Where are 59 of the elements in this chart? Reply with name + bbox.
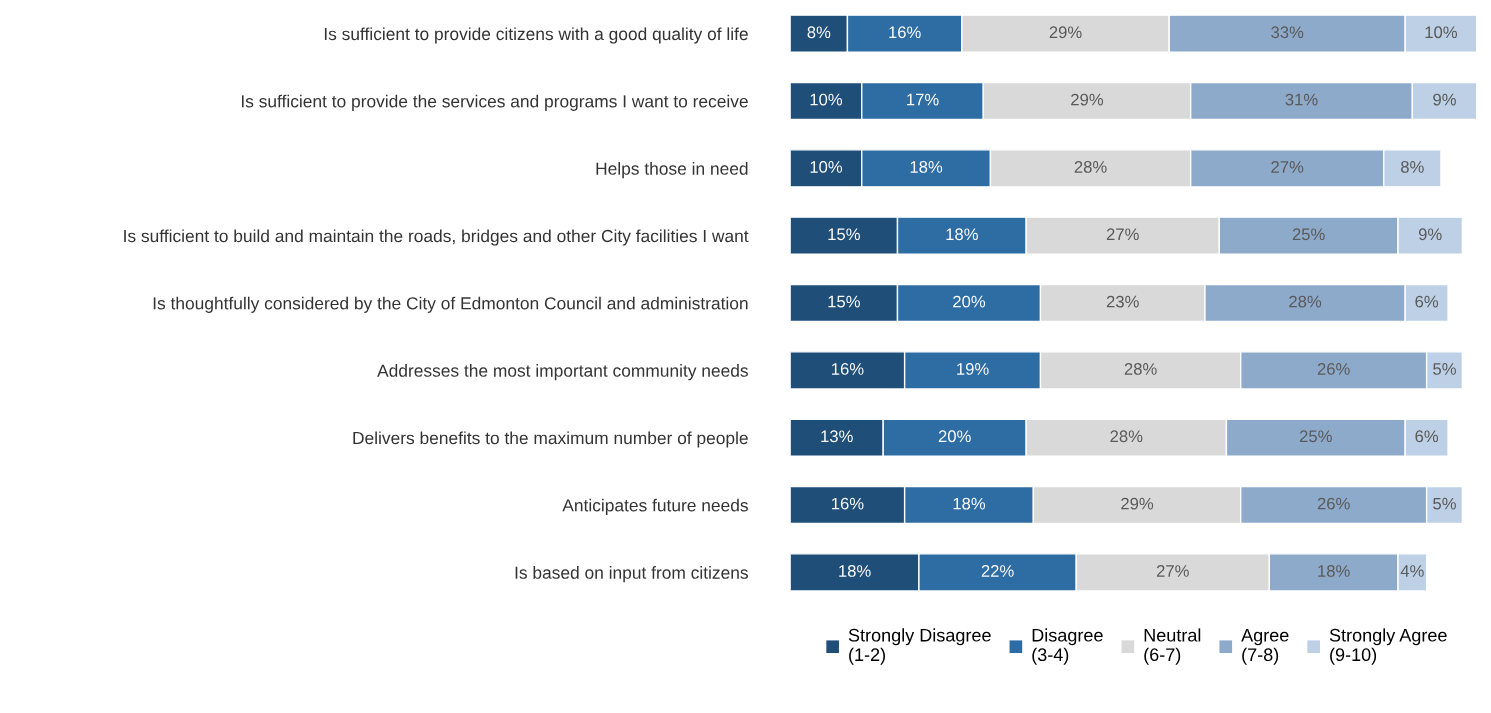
data-label: 18%: [839, 565, 871, 577]
y-tick-label: Is based on input from citizens: [515, 566, 748, 583]
data-label: 18%: [953, 497, 986, 510]
data-label: 29%: [1071, 93, 1104, 106]
data-label: 4%: [1400, 565, 1424, 577]
data-label: 16%: [832, 497, 864, 510]
y-tick-label: Helps those in need: [596, 162, 748, 179]
data-label: 29%: [1049, 26, 1082, 39]
y-tick-label: Is sufficient to provide the services and programs I want to receive: [241, 94, 748, 111]
data-label: 22%: [981, 565, 1014, 577]
y-tick-label: Is thoughtfully considered by the City of Edmonton Council and administration: [153, 296, 748, 313]
data-label: 27%: [1156, 565, 1189, 577]
data-label: 16%: [832, 363, 864, 375]
data-label: 8%: [807, 26, 831, 39]
data-label: 28%: [1289, 295, 1322, 308]
data-label: 28%: [1110, 430, 1143, 443]
data-label: 33%: [1271, 26, 1304, 39]
data-label: 29%: [1121, 497, 1154, 510]
y-tick-label: Anticipates future needs: [562, 498, 748, 515]
data-label: 25%: [1299, 430, 1332, 443]
data-label: 13%: [821, 430, 853, 443]
legend-label: Agree (7-8): [1241, 629, 1289, 665]
y-tick-label: Addresses the most important community needs: [377, 364, 748, 381]
y-tick-label: Is sufficient to provide citizens with a good quality of life: [324, 27, 748, 44]
data-label: 10%: [810, 161, 843, 173]
data-label: 18%: [946, 228, 978, 241]
data-label: 20%: [953, 295, 986, 308]
data-label: 27%: [1271, 161, 1304, 173]
data-label: 26%: [1317, 497, 1350, 510]
data-label: 5%: [1433, 363, 1456, 375]
y-tick-label: Is sufficient to build and maintain the roads, bridges and other City facilities I want: [124, 229, 749, 246]
data-label: 31%: [1285, 93, 1318, 106]
data-label: 9%: [1433, 93, 1456, 106]
data-label: 23%: [1106, 295, 1139, 308]
data-label: 15%: [828, 295, 860, 308]
data-label: 20%: [938, 430, 971, 443]
data-label: 9%: [1418, 228, 1442, 241]
data-label: 18%: [910, 161, 943, 173]
legend-label: Neutral (6-7): [1144, 628, 1201, 665]
legend-label: Disagree (3-4): [1032, 628, 1103, 665]
legend-label: Strongly Agree (9-10): [1329, 628, 1447, 665]
data-label: 10%: [1425, 26, 1458, 39]
data-label: 18%: [1318, 565, 1350, 577]
data-label: 6%: [1415, 295, 1439, 308]
data-label: 25%: [1292, 228, 1325, 241]
data-label: 17%: [907, 93, 939, 106]
data-label: 27%: [1106, 228, 1139, 241]
data-label: 16%: [889, 26, 921, 39]
data-label: 26%: [1317, 363, 1350, 375]
data-label: 5%: [1433, 497, 1456, 510]
legend-label: Strongly Disagree (1-2): [848, 628, 991, 665]
data-label: 15%: [828, 228, 860, 241]
data-label: 10%: [810, 93, 843, 106]
data-label: 19%: [957, 363, 989, 375]
data-label: 28%: [1124, 363, 1157, 375]
data-label: 6%: [1415, 430, 1439, 443]
data-label: 8%: [1401, 161, 1424, 173]
data-label: 28%: [1074, 161, 1107, 173]
y-tick-label: Delivers benefits to the maximum number of people: [353, 431, 748, 448]
